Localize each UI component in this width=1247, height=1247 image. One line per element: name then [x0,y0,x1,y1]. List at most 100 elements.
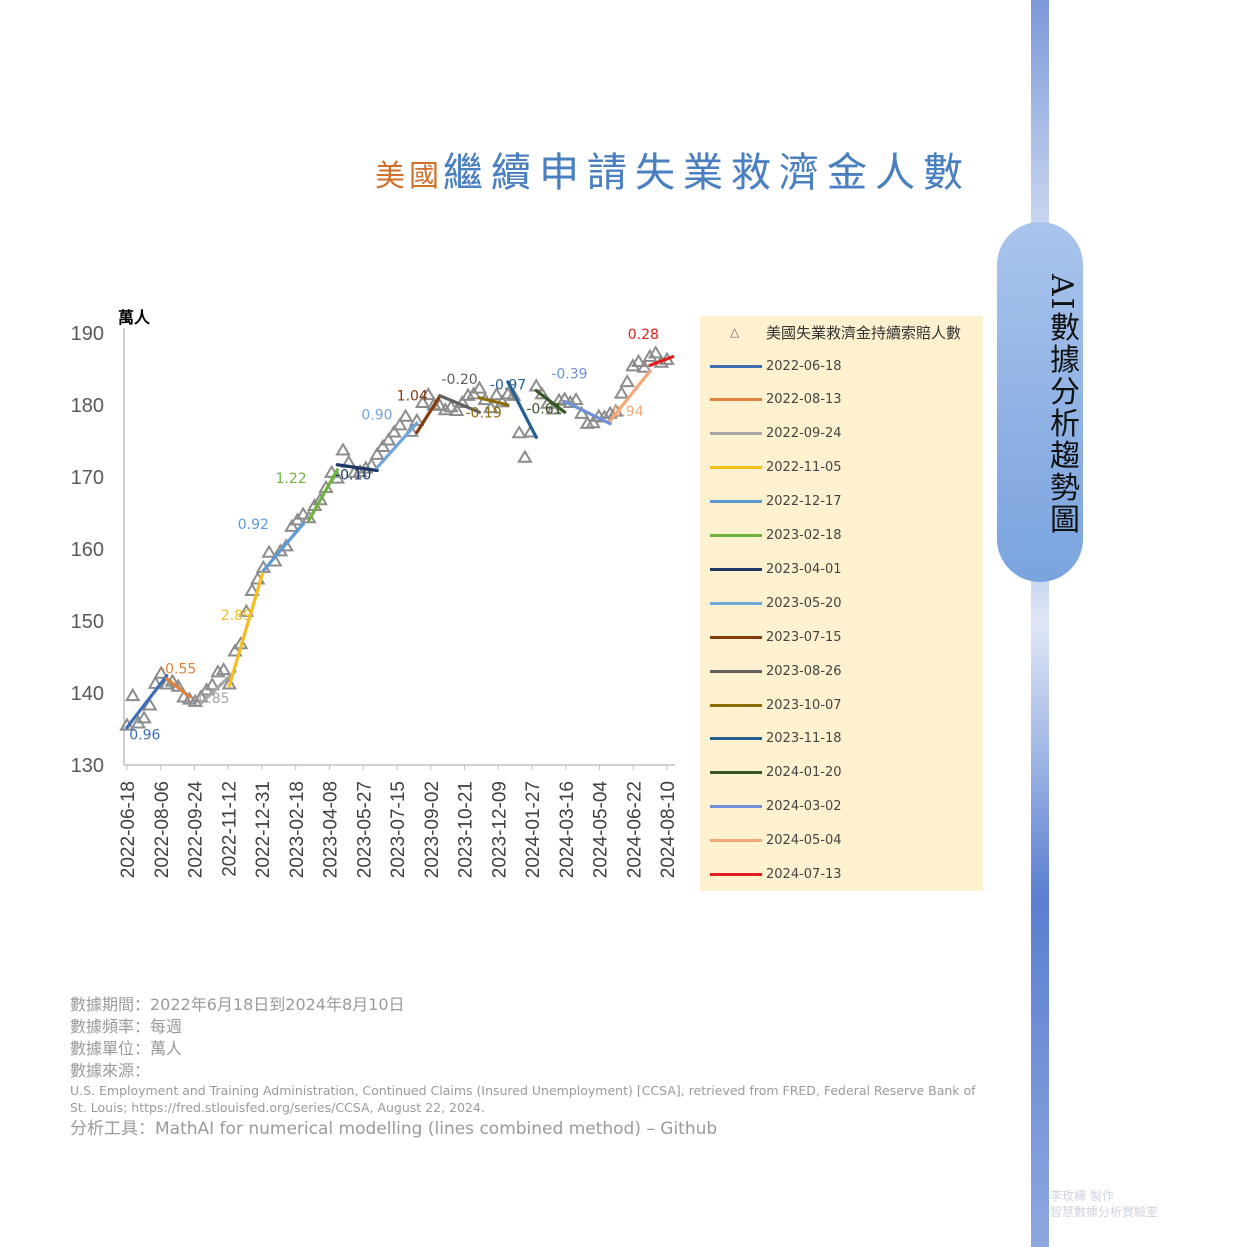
trend-segment-line [415,394,442,434]
x-tick-label: 2024-05-04 [591,781,612,879]
legend-label: 2023-07-15 [766,629,842,645]
y-tick-label: 140 [71,683,104,705]
legend-item: 2022-06-18 [710,356,842,376]
legend-swatch [710,398,762,402]
legend-item: 2022-09-24 [710,424,842,444]
side-title-pill [997,222,1083,582]
y-tick-label: 180 [71,395,104,417]
legend-item: 2024-03-02 [710,797,842,817]
legend-item: 2024-05-04 [710,831,842,851]
slope-data-label: 0.96 [129,728,160,744]
data-point-marker [483,399,499,414]
x-tick-label: 2023-04-08 [321,781,342,878]
trend-segment-line [165,676,192,699]
data-point-marker [556,391,573,405]
legend-swatch [710,873,762,876]
legend-item: 2022-11-05 [710,458,842,478]
legend-label: 2022-12-17 [766,494,842,510]
legend-label: 2023-05-20 [766,595,842,611]
legend-label: 2024-07-13 [766,867,842,882]
slope-data-label: 1.22 [276,471,307,487]
legend-swatch [710,500,762,504]
x-tick-label: 2022-09-24 [186,781,207,879]
data-point-marker [375,438,391,452]
title-prefix: 美國 [375,159,443,194]
data-point-marker [295,506,311,520]
trend-segment-line [563,399,612,426]
slope-data-label: 0.94 [612,404,643,420]
slope-data-label: 0.92 [238,517,269,533]
trend-segment-line [261,522,305,573]
data-point-marker [335,442,351,456]
data-point-marker [551,392,567,406]
legend-item: 2023-02-18 [710,526,842,546]
legend-label: 2023-04-01 [766,561,842,577]
credit-line-1: 李玫樺 製作 [1050,1189,1114,1203]
x-tick-label: 2024-03-16 [557,781,578,878]
data-point-marker [460,387,476,401]
legend-swatch [710,635,762,639]
slope-data-label: -0.20 [441,372,477,388]
legend-swatch [710,534,762,537]
x-tick-label: 2023-07-15 [388,781,409,878]
data-point-marker [647,345,664,359]
footer-period: 數據期間：2022年6月18日到2024年8月10日 [70,995,405,1014]
data-point-marker [215,661,232,676]
trend-segment-line [375,421,419,470]
data-point-marker [630,353,647,367]
legend-swatch [710,703,762,707]
data-point-marker [431,397,448,411]
legend-item: 2022-08-13 [710,390,842,410]
data-point-marker [386,424,402,438]
slope-data-label: -0.61 [526,401,562,417]
y-tick-label: 170 [71,467,104,489]
trend-segment-line [534,389,567,414]
data-point-marker [221,676,238,690]
legend-label: 2023-08-26 [766,663,842,679]
legend-item: 2023-10-07 [710,695,842,715]
data-point-marker [392,417,408,431]
trend-segment-line [307,468,339,522]
legend-item: 2023-11-18 [710,729,842,749]
slope-data-label: -0.97 [490,378,526,394]
page-title: 美國繼續申請失業救濟金人數 [375,140,971,198]
data-point-marker [505,387,522,401]
legend-label: 2024-05-04 [766,833,842,849]
data-point-marker [204,677,221,691]
legend-label: 2023-02-18 [766,528,842,543]
data-point-marker [261,544,277,558]
data-point-marker [443,399,459,413]
legend-item: 2023-05-20 [710,593,842,613]
trend-segment-line [227,568,266,688]
data-point-marker [488,386,505,401]
legend-label: 2024-01-20 [766,765,842,781]
trend-segment-line [335,463,379,473]
slope-data-label: 0.28 [628,327,659,343]
x-tick-label: 2024-06-22 [624,781,645,878]
y-tick-label: 190 [71,323,104,345]
legend-swatch [710,771,762,775]
legend-item: 2024-01-20 [710,763,842,783]
data-point-marker [210,664,226,678]
x-tick-label: 2023-10-21 [456,781,477,878]
slope-data-label: 0.90 [361,407,392,423]
data-point-marker [352,463,368,478]
footer-notes: 數據期間：2022年6月18日到2024年8月10日 數據頻率：每週 數據單位：… [70,994,990,1140]
legend-item: 2023-08-26 [710,661,842,681]
data-point-marker [238,603,255,617]
data-point-marker [642,348,658,362]
x-tick-label: 2024-01-27 [523,781,544,878]
legend-label: 2022-06-18 [766,358,842,374]
legend-swatch [710,839,762,843]
side-title: AI數據分析趨勢圖 [1044,273,1079,536]
legend-swatch [710,601,762,605]
x-tick-label: 2024-08-10 [658,781,679,878]
data-point-marker [153,665,169,679]
footer-source-text: U.S. Employment and Training Administrat… [70,1083,976,1115]
trend-segment-line [648,355,675,367]
legend-swatch [710,364,762,368]
legend-item: 2022-12-17 [710,492,842,512]
trend-segment-line [438,394,482,414]
data-point-marker [602,405,618,419]
legend-swatch [710,669,762,673]
